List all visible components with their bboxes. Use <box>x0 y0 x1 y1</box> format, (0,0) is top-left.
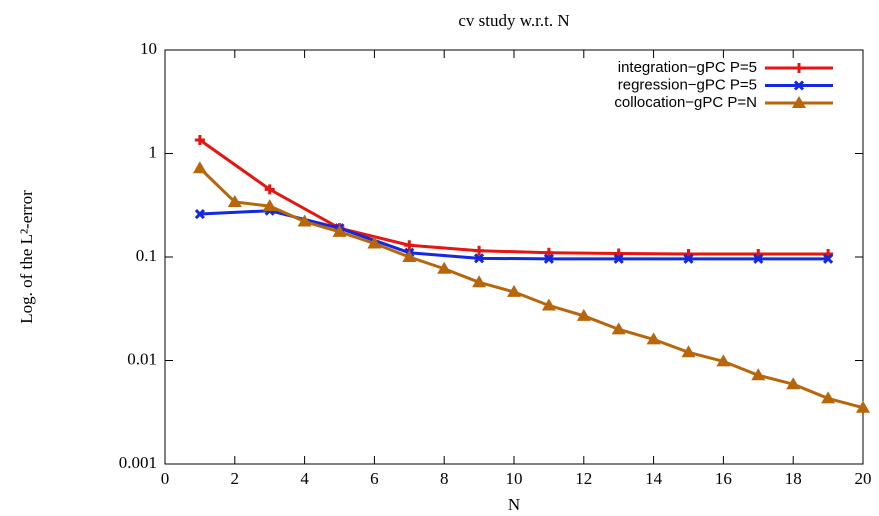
y-tick-label: 10 <box>140 39 157 58</box>
x-tick-label: 8 <box>440 469 449 488</box>
marker <box>474 245 485 256</box>
x-tick-label: 20 <box>855 469 872 488</box>
marker <box>541 298 556 311</box>
y-tick-label: 0.1 <box>136 246 157 265</box>
marker <box>437 261 452 274</box>
x-tick-label: 12 <box>575 469 592 488</box>
marker <box>823 253 834 264</box>
marker <box>646 332 661 345</box>
marker <box>683 253 694 264</box>
chart-title: cv study w.r.t. N <box>458 11 569 30</box>
marker <box>474 253 485 264</box>
marker <box>367 236 382 249</box>
marker <box>262 199 277 212</box>
marker <box>821 391 836 404</box>
x-tick-label: 18 <box>785 469 802 488</box>
y-tick-label: 1 <box>149 142 158 161</box>
marker <box>786 377 801 390</box>
x-tick-label: 4 <box>300 469 309 488</box>
marker <box>543 247 554 258</box>
marker <box>613 253 624 264</box>
marker <box>402 250 417 262</box>
legend-label: regression−gPC P=5 <box>618 76 757 93</box>
marker <box>856 400 870 413</box>
x-tick-label: 16 <box>715 469 732 488</box>
marker <box>753 253 764 264</box>
marker <box>793 80 805 91</box>
marker <box>611 322 626 335</box>
marker <box>297 214 312 227</box>
marker <box>507 284 521 297</box>
marker <box>751 368 766 381</box>
marker <box>681 345 696 358</box>
marker <box>192 161 207 174</box>
legend-label: collocation−gPC P=N <box>614 94 757 111</box>
x-tick-label: 10 <box>506 469 523 488</box>
marker <box>332 224 347 237</box>
marker <box>227 194 242 207</box>
x-tick-label: 14 <box>645 469 663 488</box>
legend-label: integration−gPC P=5 <box>618 59 757 76</box>
x-tick-label: 6 <box>370 469 379 488</box>
x-axis-label: N <box>508 495 520 514</box>
marker <box>194 208 205 220</box>
marker <box>404 240 415 251</box>
series-line <box>199 138 829 256</box>
x-tick-label: 0 <box>161 469 170 488</box>
marker <box>472 275 487 288</box>
series-line <box>198 167 864 410</box>
marker <box>194 135 205 146</box>
marker <box>716 354 731 367</box>
y-tick-label: 0.01 <box>127 349 157 368</box>
marker <box>792 96 806 108</box>
y-axis-label: Log. of the L²-error <box>17 190 36 324</box>
marker <box>794 63 804 73</box>
marker <box>543 253 554 264</box>
marker <box>576 308 591 321</box>
x-tick-label: 2 <box>231 469 240 488</box>
marker <box>264 184 275 195</box>
y-tick-label: 0.001 <box>119 453 157 472</box>
